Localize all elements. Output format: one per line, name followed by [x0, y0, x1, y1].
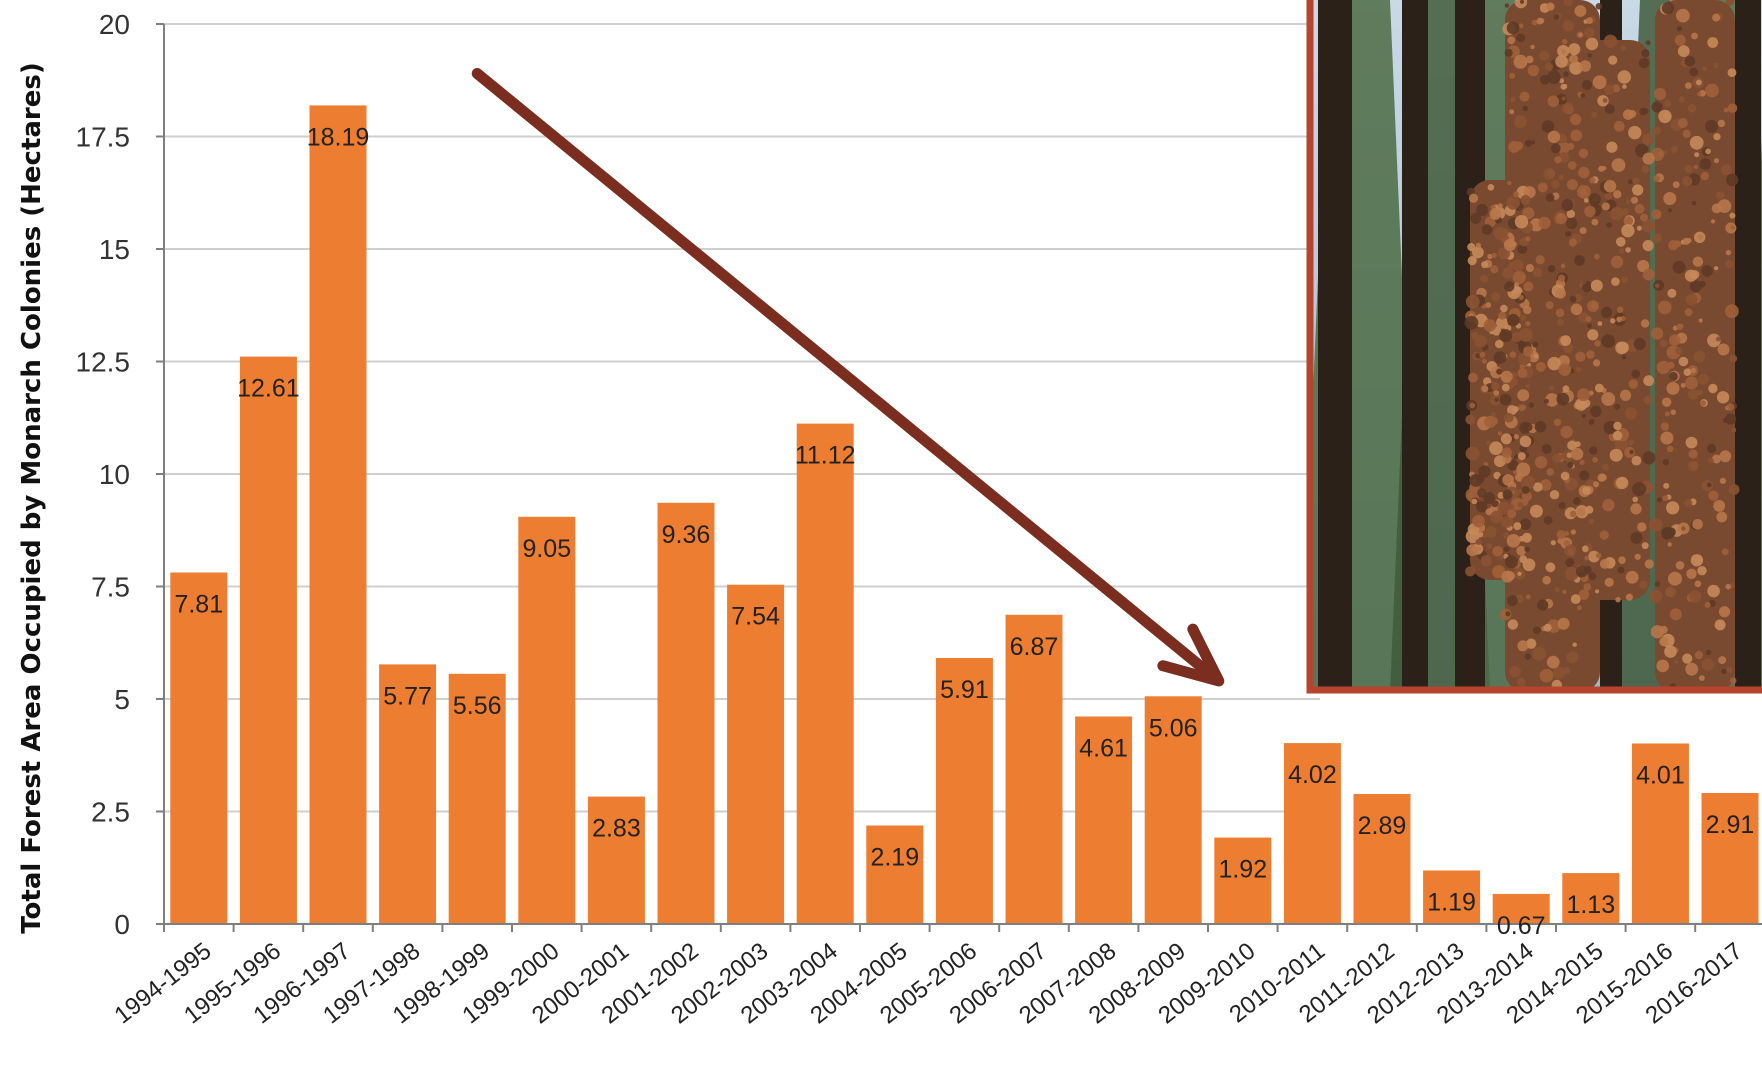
- bar-1997-1998: [379, 664, 437, 924]
- y-tick-label: 10: [99, 459, 130, 490]
- data-label: 7.54: [731, 603, 780, 631]
- data-label: 4.02: [1288, 761, 1337, 789]
- data-label: 2.19: [870, 843, 919, 871]
- y-tick-label: 5: [114, 684, 130, 715]
- data-label: 11.12: [795, 442, 856, 470]
- bar-1998-1999: [448, 673, 506, 924]
- bar-2005-2006: [935, 658, 993, 924]
- bar-2012-2013: [1423, 870, 1481, 924]
- bar-2000-2001: [587, 796, 645, 924]
- bars: [170, 105, 1759, 925]
- bar-2011-2012: [1353, 794, 1411, 924]
- bar-1996-1997: [309, 105, 367, 924]
- bar-2004-2005: [866, 825, 924, 924]
- y-axis-title: Total Forest Area Occupied by Monarch Co…: [17, 62, 47, 933]
- bar-2010-2011: [1283, 743, 1341, 924]
- y-tick-label: 0: [114, 909, 130, 940]
- y-tick-label: 7.5: [91, 572, 130, 603]
- bar-2016-2017: [1701, 793, 1759, 924]
- y-tick-label: 20: [99, 9, 130, 40]
- y-tick-label: 12.5: [76, 347, 131, 378]
- data-label: 9.05: [522, 535, 571, 563]
- bar-1999-2000: [518, 516, 576, 925]
- data-label: 4.01: [1636, 762, 1685, 790]
- bar-2007-2008: [1075, 716, 1133, 924]
- data-label: 9.36: [662, 521, 711, 549]
- bar-2006-2007: [1005, 614, 1063, 924]
- bar-2003-2004: [796, 423, 854, 924]
- data-label: 1.13: [1566, 891, 1615, 919]
- data-label: 5.56: [453, 692, 502, 720]
- data-label: 1.92: [1218, 856, 1267, 884]
- data-label: 5.91: [940, 676, 989, 704]
- bar-2008-2009: [1144, 696, 1202, 924]
- bar-2015-2016: [1631, 743, 1689, 924]
- bar-2013-2014: [1492, 893, 1550, 924]
- data-label: 18.19: [307, 123, 370, 151]
- bar-1994-1995: [170, 572, 228, 924]
- data-label: 2.89: [1358, 812, 1407, 840]
- bar-2001-2002: [657, 502, 715, 924]
- y-tick-label: 15: [99, 234, 130, 265]
- bar-1995-1996: [239, 356, 297, 925]
- data-label: 4.61: [1079, 735, 1128, 763]
- photo-image: [1308, 0, 1762, 692]
- trend-arrow-shaft: [471, 68, 1215, 679]
- data-label: 7.81: [174, 591, 223, 619]
- y-tick-label: 2.5: [91, 797, 130, 828]
- data-label: 5.77: [383, 682, 432, 710]
- photo-frame: [1306, 0, 1762, 694]
- data-label: 2.83: [592, 815, 641, 843]
- data-label: 2.91: [1706, 811, 1755, 839]
- bar-2009-2010: [1214, 837, 1272, 924]
- data-label: 1.19: [1427, 888, 1476, 916]
- data-label: 6.87: [1010, 633, 1059, 661]
- axes: [156, 23, 1762, 932]
- x-tick-labels: 1994-19951995-19961996-19971997-19981998…: [109, 937, 1747, 1029]
- y-tick-label: 17.5: [76, 122, 131, 153]
- data-label: 5.06: [1149, 714, 1198, 742]
- data-labels: 7.81 12.61 18.19 5.77 5.56 9.05 2.83 9.36 7.54 11…: [174, 123, 1754, 939]
- data-label: 0.67: [1497, 912, 1546, 940]
- bar-2002-2003: [727, 584, 785, 924]
- data-label: 12.61: [237, 375, 300, 403]
- bar-2014-2015: [1562, 873, 1620, 924]
- trend-arrow-head: [1157, 623, 1225, 687]
- y-tick-labels: 0 2.5 5 7.5 10 12.5 15 17.5 20: [76, 9, 131, 940]
- monarch-colony-photo: [1306, 0, 1762, 694]
- trend-arrow: [471, 68, 1225, 687]
